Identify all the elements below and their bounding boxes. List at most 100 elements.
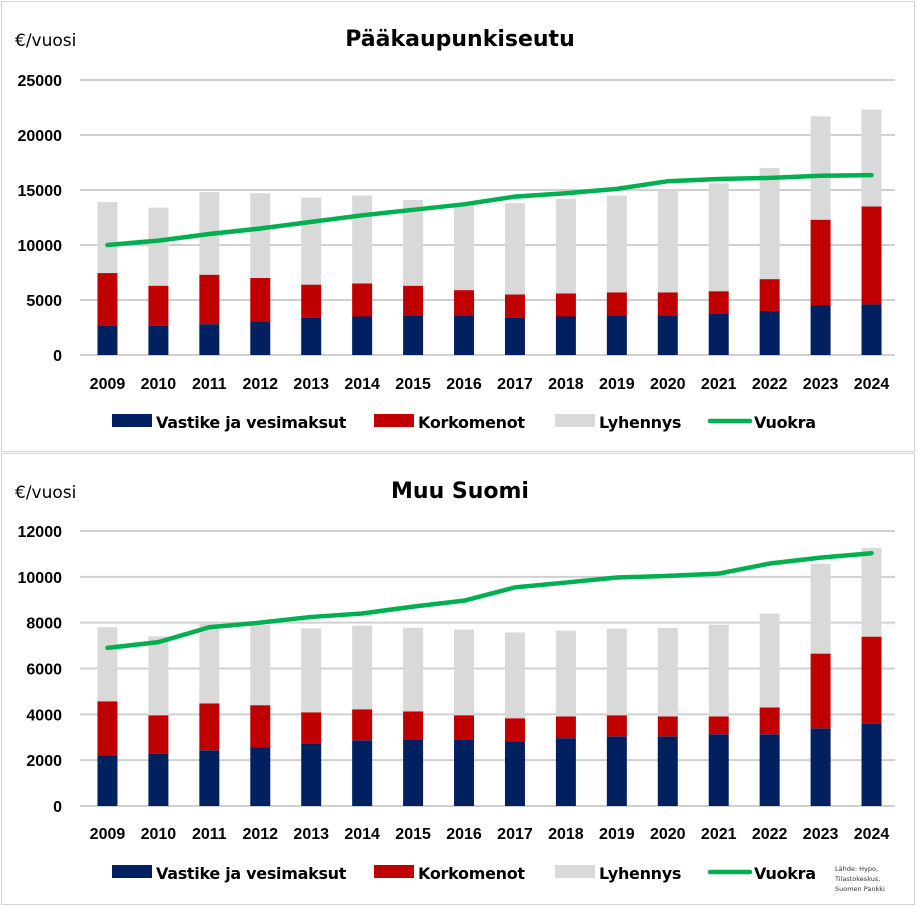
bar-vastike — [759, 734, 780, 806]
bar-lyhennys — [250, 193, 271, 278]
bar-korko — [403, 711, 424, 740]
y-tick-label: 0 — [53, 799, 62, 816]
bar-lyhennys — [352, 195, 373, 284]
x-tick-label: 2022 — [752, 376, 788, 393]
bar-korko — [352, 709, 373, 741]
bar-lyhennys — [657, 627, 678, 717]
y-tick-label: 12000 — [18, 524, 63, 541]
bar-vastike — [250, 322, 271, 355]
x-tick-label: 2022 — [752, 826, 788, 843]
bar-lyhennys — [810, 116, 831, 220]
bar-vastike — [555, 738, 576, 806]
bar-lyhennys — [657, 190, 678, 293]
bar-korko — [148, 285, 169, 326]
legend-swatch — [112, 865, 152, 878]
bar-korko — [606, 292, 627, 316]
bar-lyhennys — [759, 168, 780, 280]
bar-lyhennys — [199, 623, 220, 704]
x-tick-label: 2015 — [395, 376, 431, 393]
bar-korko — [454, 715, 475, 740]
source-line: Suomen Pankki — [835, 885, 885, 893]
bar-lyhennys — [301, 197, 322, 285]
bar-vastike — [504, 741, 525, 806]
bar-korko — [199, 274, 220, 325]
y-tick-label: 5000 — [26, 293, 62, 310]
bar-korko — [657, 716, 678, 737]
x-tick-label: 2017 — [497, 376, 533, 393]
x-tick-label: 2018 — [548, 376, 584, 393]
y-tick-label: 20000 — [18, 128, 63, 145]
x-tick-label: 2020 — [650, 376, 686, 393]
bar-korko — [250, 705, 271, 748]
y-unit-label: €/vuosi — [15, 483, 76, 503]
bar-vastike — [403, 739, 424, 806]
x-tick-label: 2023 — [803, 376, 839, 393]
bar-korko — [301, 284, 322, 318]
bar-vastike — [708, 313, 729, 355]
bar-lyhennys — [301, 628, 322, 713]
bar-lyhennys — [403, 627, 424, 712]
chart-panel-muu-suomi: €/vuosi Muu Suomi 0 2000 4000 6000 8000 10000… — [1, 453, 915, 905]
x-tick-label: 2009 — [90, 376, 126, 393]
legend-swatch — [555, 865, 595, 878]
bar-lyhennys — [148, 636, 169, 716]
bar-vastike — [352, 740, 373, 806]
bar-lyhennys — [250, 624, 271, 706]
bar-lyhennys — [97, 202, 118, 274]
legend: Vastike ja vesimaksut Korkomenot Lyhennys V… — [112, 864, 816, 883]
bar-vastike — [657, 736, 678, 806]
bar-korko — [759, 279, 780, 311]
chart-muu-suomi: €/vuosi Muu Suomi 0 2000 4000 6000 8000 10000… — [15, 479, 895, 893]
bar-lyhennys — [454, 203, 475, 291]
legend-item-lyhennys: Lyhennys — [555, 413, 681, 432]
bar-lyhennys — [861, 547, 882, 637]
bar-vastike — [504, 317, 525, 355]
y-tick-label: 10000 — [18, 570, 63, 587]
bar-vastike — [657, 315, 678, 355]
y-tick-label: 25000 — [18, 73, 63, 90]
legend-label: Vastike ja vesimaksut — [156, 413, 347, 432]
line-vuokra — [105, 550, 874, 651]
bar-vastike — [148, 325, 169, 355]
source-line: Tilastokeskus, — [834, 875, 880, 883]
bar-vastike — [301, 743, 322, 806]
x-tick-label: 2019 — [599, 826, 635, 843]
bar-lyhennys — [810, 563, 831, 654]
legend-label: Vuokra — [754, 413, 816, 432]
bar-korko — [148, 715, 169, 754]
bar-lyhennys — [454, 629, 475, 716]
source-note: Lähde: Hypo, Tilastokeskus, Suomen Pankk… — [834, 865, 885, 893]
legend-item-lyhennys: Lyhennys — [555, 864, 681, 883]
line-vuokra — [105, 172, 874, 248]
bar-vastike — [199, 324, 220, 355]
legend-item-vuokra: Vuokra — [707, 413, 816, 432]
x-tick-label: 2023 — [803, 826, 839, 843]
bar-korko — [504, 294, 525, 318]
bar-vastike — [708, 734, 729, 806]
bar-korko — [861, 636, 882, 724]
legend-label: Lyhennys — [599, 413, 681, 432]
bar-vastike — [352, 316, 373, 355]
bar-lyhennys — [504, 203, 525, 295]
x-tick-label: 2019 — [599, 376, 635, 393]
bar-vastike — [97, 755, 118, 806]
legend-swatch — [112, 414, 152, 427]
bar-vastike — [759, 311, 780, 355]
x-tick-label: 2010 — [141, 376, 177, 393]
bar-vastike — [97, 325, 118, 355]
bar-korko — [555, 293, 576, 317]
x-tick-label: 2016 — [446, 376, 482, 393]
legend: Vastike ja vesimaksut Korkomenot Lyhennys V… — [112, 413, 816, 432]
bar-vastike — [810, 728, 831, 806]
x-tick-label: 2020 — [650, 826, 686, 843]
x-tick-label: 2012 — [242, 826, 278, 843]
bar-korko — [454, 290, 475, 316]
legend-item-vuokra: Vuokra — [707, 864, 816, 883]
x-tick-label: 2018 — [548, 826, 584, 843]
legend-label: Vastike ja vesimaksut — [156, 864, 347, 883]
bar-korko — [861, 206, 882, 305]
bar-korko — [810, 653, 831, 729]
legend-swatch — [374, 865, 414, 878]
bar-vastike — [148, 753, 169, 806]
bar-korko — [555, 716, 576, 739]
